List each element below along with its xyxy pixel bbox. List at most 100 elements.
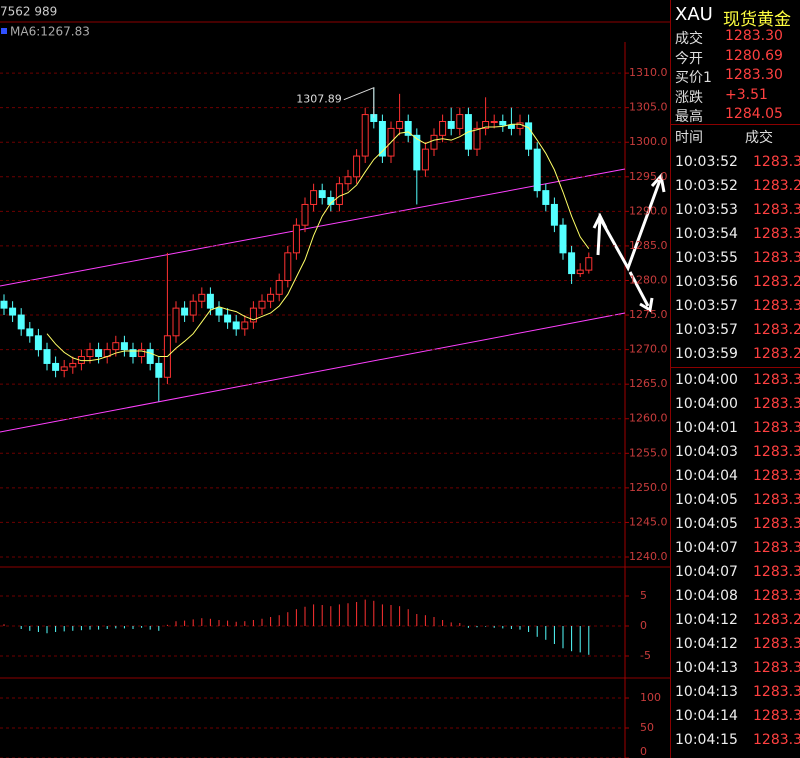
trade-time: 10:03:52 <box>675 178 738 194</box>
quote-value: 1280.69 <box>725 47 783 64</box>
candle-body <box>181 307 189 316</box>
trade-price: 1283.30 <box>753 396 800 412</box>
trade-time: 10:04:05 <box>675 492 738 508</box>
arrow <box>628 271 650 307</box>
trade-time: 10:04:00 <box>675 396 738 412</box>
candle-body <box>473 127 481 150</box>
y-tick-label: 1305.0 <box>629 101 668 114</box>
candle-body <box>241 321 249 330</box>
candle-body <box>43 349 51 364</box>
trade-price: 1283.32 <box>753 468 800 484</box>
y-tick-label: 1295.0 <box>629 170 668 183</box>
trade-price: 1283.31 <box>753 564 800 580</box>
candle-body <box>344 176 352 185</box>
y-tick-label: 100 <box>640 691 661 704</box>
trade-price: 1283.33 <box>753 250 800 266</box>
trade-time: 10:03:56 <box>675 274 738 290</box>
moving-average <box>46 123 590 362</box>
candle-body <box>95 349 103 358</box>
y-tick-label: 1275.0 <box>629 308 668 321</box>
arrow-head <box>592 212 608 229</box>
chart-area: 7562 989 MA6:1267.83 1310.0 1305.0 1300.0 1… <box>0 5 670 758</box>
candle-body <box>507 124 515 129</box>
y-tick-label: 1285.0 <box>629 239 668 252</box>
trade-time: 10:04:03 <box>675 444 738 460</box>
candle-body <box>249 307 257 323</box>
candle-body <box>112 342 120 351</box>
trade-time: 10:03:54 <box>675 226 738 242</box>
trade-time: 10:03:53 <box>675 202 738 218</box>
candle-body <box>396 120 404 129</box>
trade-time: 10:04:07 <box>675 564 738 580</box>
candle-body <box>576 269 584 275</box>
trade-time: 10:03:52 <box>675 154 738 170</box>
high-label: 1307.89 <box>296 93 342 106</box>
quote-value: 1283.30 <box>725 28 783 44</box>
candle-body <box>335 183 343 205</box>
candle-body <box>550 203 558 226</box>
y-tick-label: 1255.0 <box>629 446 668 459</box>
trade-price: 1283.25 <box>753 274 800 290</box>
quote-label: 最高 <box>675 109 703 125</box>
candle-body <box>60 366 68 371</box>
trade-price: 1283.33 <box>753 684 800 700</box>
arrow-head <box>639 297 654 313</box>
candle-body <box>258 300 266 309</box>
trade-time: 10:04:05 <box>675 516 738 532</box>
candle-body <box>224 314 232 323</box>
y-tick-label: 1300.0 <box>629 135 668 148</box>
divider <box>671 124 800 125</box>
candle-body <box>525 122 533 150</box>
y-tick-label: 1290.0 <box>629 204 668 217</box>
trade-price: 1283.23 <box>753 612 800 628</box>
candle-body <box>198 293 206 302</box>
trade-time: 10:04:07 <box>675 540 738 556</box>
symbol: XAU <box>675 4 713 25</box>
trade-time: 10:03:55 <box>675 250 738 266</box>
trade-time: 10:04:00 <box>675 372 738 388</box>
y-tick-label: 1270.0 <box>629 343 668 356</box>
candle-body <box>585 257 593 271</box>
side-panel: XAU 现货黄金 成交 1283.30 今开 1280.69 买价1 1283.30 涨跌 +… <box>670 0 800 758</box>
candle-body <box>413 134 421 171</box>
candle-body <box>310 190 318 205</box>
quote-value: 1284.05 <box>725 106 783 122</box>
trade-time: 10:04:14 <box>675 708 738 724</box>
trade-time: 10:03:57 <box>675 298 738 314</box>
quote-label: 买价1 <box>675 70 712 86</box>
trade-price: 1283.30 <box>753 588 800 604</box>
candle-body <box>26 328 34 337</box>
trade-price: 1283.28 <box>753 346 800 362</box>
y-tick-label: 0 <box>640 619 647 632</box>
trade-time: 10:04:01 <box>675 420 738 436</box>
quote-label: 今开 <box>675 50 703 67</box>
candle-body <box>206 293 214 309</box>
candle-body <box>447 120 455 129</box>
y-tick-label: 50 <box>640 721 654 734</box>
candle-body <box>421 148 429 171</box>
trend-line <box>0 312 626 433</box>
legend-swatch <box>1 28 7 34</box>
trade-price: 1283.31 <box>753 636 800 652</box>
y-tick-label: 1280.0 <box>629 273 668 286</box>
trade-price: 1283.30 <box>753 202 800 218</box>
candle-body <box>542 190 550 205</box>
candle-body <box>0 300 8 309</box>
label-leader <box>343 86 375 118</box>
y-tick-label: 1250.0 <box>629 481 668 494</box>
trade-time: 10:04:12 <box>675 612 738 628</box>
candle-body <box>120 342 128 351</box>
trade-price: 1283.32 <box>753 708 800 724</box>
candle-body <box>129 349 137 358</box>
candle-body <box>267 293 275 302</box>
column-header: 成交 <box>745 130 773 146</box>
arrow-head <box>650 172 666 193</box>
trade-price: 1283.29 <box>753 178 800 194</box>
arrow <box>596 179 662 272</box>
y-tick-label: 1265.0 <box>629 377 668 390</box>
candle-body <box>232 321 240 330</box>
y-tick-label: 1260.0 <box>629 412 668 425</box>
candle-body <box>353 155 361 178</box>
candle-body <box>69 362 77 368</box>
y-tick-label: 1240.0 <box>629 550 668 563</box>
